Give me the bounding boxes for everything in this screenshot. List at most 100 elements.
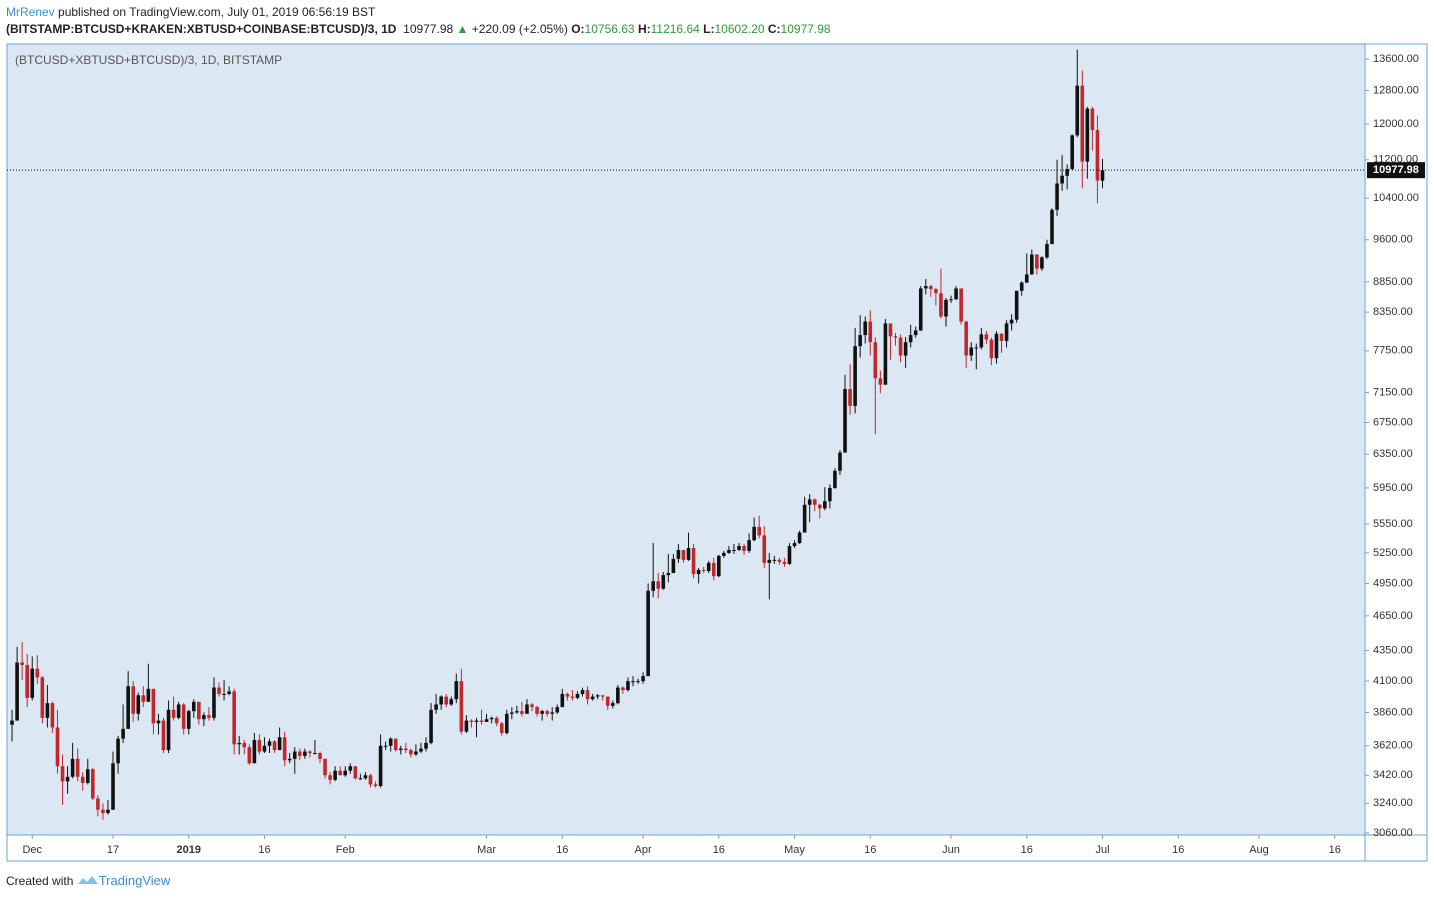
candle-body [858, 334, 862, 347]
candle-body [530, 704, 534, 708]
candle-body [701, 569, 706, 571]
candle-body [545, 711, 549, 714]
candle-body [101, 809, 105, 814]
candle-body [954, 288, 958, 300]
y-tick-label: 12000.00 [1373, 118, 1419, 130]
candle-body [848, 389, 852, 406]
candle-body [85, 769, 90, 783]
x-tick-label: 16 [258, 844, 270, 856]
candle-body [272, 741, 277, 751]
candle-body [197, 701, 201, 720]
candle-body [898, 337, 903, 356]
candle-body [656, 581, 661, 589]
candle-body [772, 559, 777, 561]
candle-body [10, 720, 14, 725]
candle-body [176, 704, 181, 718]
candle-body [161, 720, 166, 751]
candle-body [671, 558, 676, 574]
c-label: C: [767, 22, 781, 36]
l-value: 10602.20 [714, 22, 765, 36]
candle-body [186, 711, 191, 729]
x-tick-label: Feb [336, 844, 355, 856]
candle-body [727, 549, 731, 553]
candle-body [1075, 85, 1080, 136]
change: +220.09 (+2.05%) [471, 22, 568, 36]
x-tick-label: 16 [1172, 844, 1184, 856]
candle-body [595, 695, 600, 697]
candle-body [560, 693, 565, 708]
candle-body [1080, 85, 1085, 162]
candle-body [616, 687, 620, 704]
candle-body [262, 745, 267, 752]
x-tick-label: 16 [713, 844, 725, 856]
candle-body [373, 784, 378, 786]
candle-body [585, 690, 590, 700]
candle-body [722, 552, 726, 556]
candle-body [696, 569, 701, 575]
candle-body [1035, 254, 1039, 269]
candle-body [883, 323, 888, 385]
candle-body [459, 681, 464, 732]
candle-body [535, 707, 539, 714]
x-tick-label: 16 [864, 844, 876, 856]
candle-body [651, 581, 655, 591]
candle-body [232, 691, 236, 745]
candle-body [308, 751, 312, 753]
candle-body [802, 504, 807, 533]
chart: (BTCUSD+XBTUSD+BTCUSD)/3, 1D, BITSTAMP 1… [6, 43, 1428, 862]
candle-body [393, 738, 398, 751]
candle-body [1065, 169, 1069, 176]
candle-body [1030, 254, 1034, 275]
candle-body [792, 543, 797, 547]
candle-body [661, 575, 666, 589]
candle-body [378, 745, 383, 786]
author[interactable]: MrRenev [6, 5, 55, 19]
candle-body [191, 701, 196, 712]
candle-body [853, 346, 857, 406]
x-tick-label: Apr [635, 844, 652, 856]
candle-body [55, 727, 60, 767]
candle-body [621, 687, 625, 691]
x-tick-label: 17 [107, 844, 119, 856]
candle-body [282, 737, 287, 761]
y-tick-label: 5950.00 [1373, 482, 1413, 494]
candle-body [515, 711, 519, 713]
candle-body [1100, 170, 1105, 181]
candle-body [348, 766, 353, 771]
candle-body [50, 703, 55, 728]
candle-body [706, 562, 711, 571]
candle-body [1070, 135, 1074, 170]
candle-body [444, 696, 449, 705]
candle-body [20, 662, 24, 665]
c-value: 10977.98 [780, 22, 831, 36]
y-tick-label: 4100.00 [1373, 675, 1413, 687]
brand[interactable]: TradingView [98, 873, 171, 888]
candle-body [494, 717, 499, 724]
candle-body [550, 712, 555, 714]
candle-body [636, 681, 640, 683]
candle-body [828, 487, 832, 502]
candle-body [908, 334, 913, 343]
candle-body [717, 555, 721, 577]
candle-body [1014, 290, 1019, 320]
candle-body [868, 321, 873, 343]
candle-body [979, 334, 984, 348]
created-with: Created with [6, 874, 74, 888]
candle-body [565, 693, 570, 697]
candle-body [96, 798, 100, 810]
arrow: ▲ [456, 22, 469, 36]
candle-body [464, 720, 469, 732]
candle-body [333, 770, 337, 780]
candle-body [989, 339, 994, 359]
publish-line: MrRenev published on TradingView.com, Ju… [6, 4, 831, 21]
candle-body [419, 748, 423, 752]
candle-body [277, 737, 282, 751]
candle-body [823, 501, 827, 509]
candle-body [449, 699, 454, 705]
candle-body [474, 720, 479, 722]
candle-body [136, 695, 141, 714]
last-price-box [1367, 162, 1425, 179]
candle-body [363, 775, 368, 779]
candle-body [166, 709, 171, 751]
candle-body [267, 741, 272, 746]
